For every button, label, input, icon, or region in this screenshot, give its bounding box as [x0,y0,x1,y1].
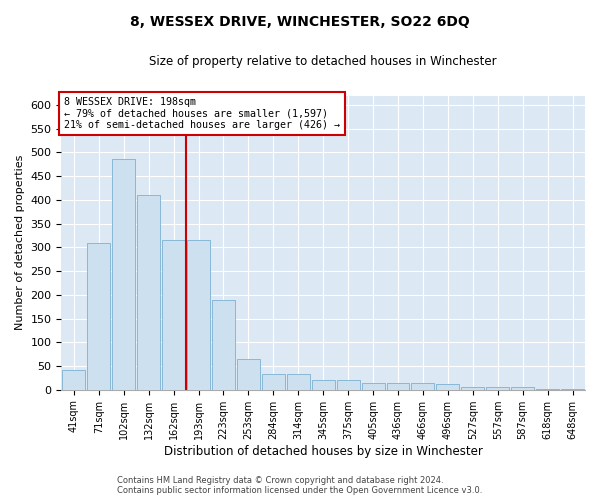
Bar [461,388,484,390]
Text: 8, WESSEX DRIVE, WINCHESTER, SO22 6DQ: 8, WESSEX DRIVE, WINCHESTER, SO22 6DQ [130,15,470,29]
Bar [62,370,85,390]
Bar [436,384,460,390]
Bar [187,240,210,390]
X-axis label: Distribution of detached houses by size in Winchester: Distribution of detached houses by size … [164,444,482,458]
Bar [137,195,160,390]
Bar [486,388,509,390]
Title: Size of property relative to detached houses in Winchester: Size of property relative to detached ho… [149,55,497,68]
Bar [362,382,385,390]
Bar [237,359,260,390]
Text: 8 WESSEX DRIVE: 198sqm
← 79% of detached houses are smaller (1,597)
21% of semi-: 8 WESSEX DRIVE: 198sqm ← 79% of detached… [64,97,340,130]
Text: Contains HM Land Registry data © Crown copyright and database right 2024.
Contai: Contains HM Land Registry data © Crown c… [118,476,482,495]
Bar [312,380,335,390]
Bar [262,374,285,390]
Bar [337,380,359,390]
Bar [287,374,310,390]
Bar [386,382,409,390]
Bar [88,242,110,390]
Bar [511,388,534,390]
Bar [162,240,185,390]
Bar [412,382,434,390]
Bar [212,300,235,390]
Y-axis label: Number of detached properties: Number of detached properties [15,155,25,330]
Bar [112,158,135,390]
